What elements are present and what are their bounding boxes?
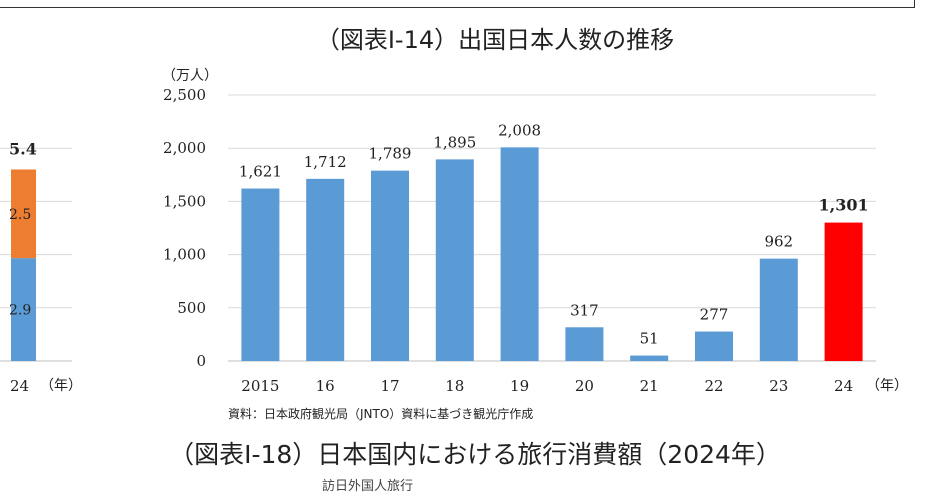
next-chart-title: （図表Ⅰ-18）日本国内における旅行消費額（2024年） — [169, 440, 781, 469]
x-tick-label: 21 — [640, 377, 659, 395]
x-tick-label: 22 — [704, 377, 723, 395]
source-note: 資料：日本政府観光局（JNTO）資料に基づき観光庁作成 — [228, 407, 534, 421]
y-tick-label: 500 — [177, 299, 206, 317]
bar — [824, 222, 863, 361]
stacked-bar-segment — [11, 169, 36, 259]
data-label: 1,789 — [369, 145, 412, 163]
x-tick-label: 18 — [445, 377, 464, 395]
bar — [306, 178, 345, 361]
x-axis-unit-label: （年） — [866, 378, 908, 394]
data-label: 2,008 — [498, 121, 541, 139]
x-tick-label: 24 — [10, 377, 29, 395]
data-label: 1,621 — [239, 163, 282, 181]
bar — [371, 170, 409, 361]
x-tick-label: 23 — [769, 377, 788, 395]
segment-label: 2.5 — [9, 207, 31, 223]
data-label: 317 — [570, 301, 599, 319]
bar — [435, 159, 474, 361]
data-label: 51 — [640, 330, 659, 348]
x-tick-label: 24 — [834, 377, 853, 395]
x-tick-label: 20 — [575, 377, 594, 395]
x-tick-label: 16 — [316, 377, 335, 395]
bar — [565, 327, 604, 361]
data-label: 962 — [764, 233, 793, 251]
total-label: 5.4 — [9, 139, 37, 158]
x-axis-unit-label: （年） — [40, 378, 82, 394]
y-tick-label: 1,500 — [163, 192, 206, 210]
top-frame-border — [0, 0, 915, 8]
bar — [500, 147, 539, 361]
stacked-bar-segment — [11, 258, 36, 361]
data-label: 277 — [700, 306, 729, 324]
x-tick-label: 17 — [380, 377, 399, 395]
x-tick-label: 19 — [510, 377, 529, 395]
y-axis-unit-label: （万人） — [162, 68, 218, 84]
bar — [630, 355, 669, 361]
bar — [759, 258, 798, 361]
y-tick-label: 2,500 — [163, 86, 206, 104]
x-tick-label: 2015 — [241, 377, 279, 395]
y-tick-label: 0 — [196, 352, 206, 370]
y-tick-label: 1,000 — [163, 246, 206, 264]
data-label: 1,712 — [304, 153, 347, 171]
y-tick-label: 2,000 — [163, 139, 206, 157]
segment-label: 2.9 — [9, 303, 31, 319]
chart-title: （図表Ⅰ-14）出国日本人数の推移 — [315, 26, 675, 54]
data-label: 1,895 — [433, 133, 476, 151]
data-label: 1,301 — [819, 196, 869, 215]
bar — [695, 331, 733, 361]
bar — [241, 188, 280, 361]
